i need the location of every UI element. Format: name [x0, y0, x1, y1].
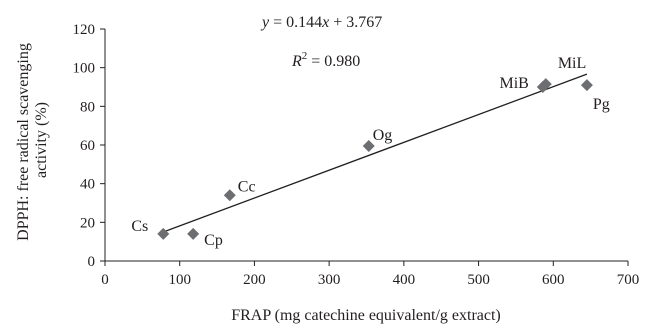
data-point-cs	[157, 227, 170, 240]
data-point-cp	[187, 227, 200, 240]
y-tick-label: 60	[80, 138, 95, 154]
trendline-equation: y = 0.144x + 3.767	[260, 14, 382, 31]
data-point-cc	[223, 189, 236, 202]
x-tick-label: 500	[467, 272, 490, 288]
point-label-mil: MiL	[558, 55, 586, 72]
data-point-og	[362, 139, 375, 152]
data-point-mil	[539, 78, 552, 91]
point-label-cp: Cp	[204, 232, 223, 249]
x-tick-label: 600	[542, 272, 565, 288]
point-labels: Cs Cp Cc Og MiB MiL Pg	[131, 55, 609, 249]
x-tick-label: 300	[318, 272, 341, 288]
r-squared-label: R2 = 0.980	[291, 50, 360, 70]
x-tick-label: 400	[393, 272, 416, 288]
y-tick-label: 20	[80, 215, 95, 231]
y-tick-label: 120	[73, 22, 96, 38]
x-tick-label: 200	[243, 272, 266, 288]
y-tick-label: 100	[73, 61, 96, 77]
y-ticks: 0 20 40 60 80 100 120	[73, 22, 105, 270]
point-label-og: Og	[373, 127, 393, 144]
x-ticks: 0 100 200 300 400 500 600 700	[101, 261, 639, 288]
x-tick-label: 100	[168, 272, 191, 288]
y-tick-label: 80	[80, 99, 95, 115]
y-tick-label: 40	[80, 177, 95, 193]
x-axis-title: FRAP (mg catechine equivalent/g extract)	[231, 307, 501, 324]
point-label-mib: MiB	[499, 75, 528, 92]
point-label-pg: Pg	[593, 96, 610, 113]
data-point-pg	[580, 79, 593, 92]
y-axis-title: DPPH: free radical scavenging activity (…	[15, 39, 50, 241]
x-tick-label: 0	[101, 272, 109, 288]
trendline	[163, 73, 588, 233]
y-tick-label: 0	[88, 254, 96, 270]
point-label-cc: Cc	[238, 178, 256, 195]
data-points	[157, 78, 593, 240]
point-label-cs: Cs	[131, 218, 148, 235]
x-tick-label: 700	[617, 272, 640, 288]
